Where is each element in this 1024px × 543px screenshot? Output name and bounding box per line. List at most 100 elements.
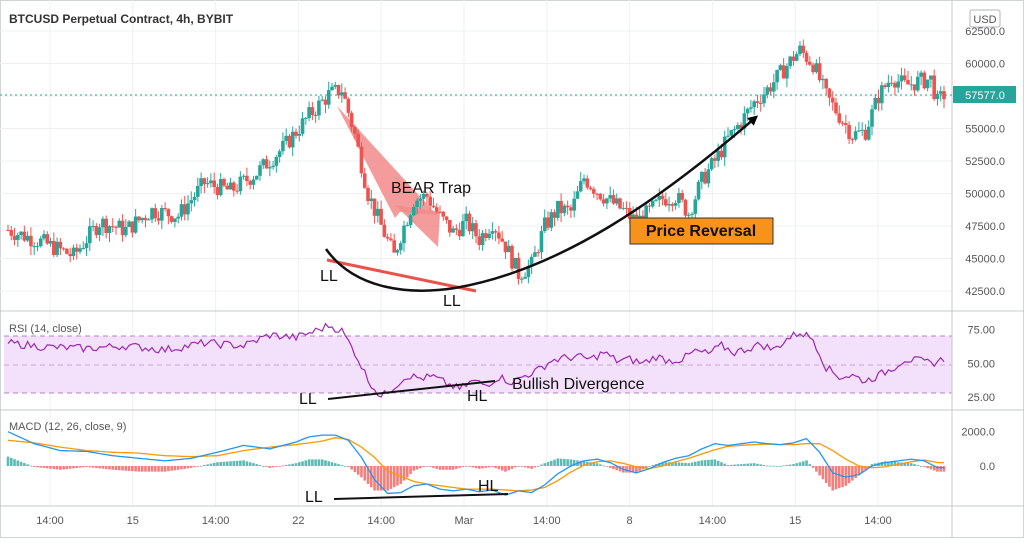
candle-body bbox=[775, 69, 779, 83]
candle-body bbox=[284, 135, 288, 141]
currency-button[interactable] bbox=[969, 9, 1001, 28]
macd-histogram-bar bbox=[752, 463, 756, 466]
rounding-bottom-curve bbox=[324, 248, 456, 292]
macd-histogram-bar bbox=[389, 466, 393, 489]
candle-body bbox=[385, 236, 390, 239]
macd-histogram-bar bbox=[225, 461, 229, 466]
macd-histogram-bar bbox=[16, 460, 20, 466]
candle-body bbox=[500, 238, 504, 242]
macd-histogram-bar bbox=[929, 466, 933, 470]
macd-histogram-bar bbox=[824, 466, 828, 483]
time-tick-label: 14:00 bbox=[864, 515, 892, 527]
candle-body bbox=[186, 203, 190, 215]
candle-body bbox=[150, 208, 154, 220]
candle-body bbox=[660, 195, 665, 200]
candle-body bbox=[179, 204, 184, 217]
candle-body bbox=[333, 85, 338, 87]
candle-body bbox=[703, 171, 707, 184]
macd-histogram-bar bbox=[769, 465, 772, 467]
macd-histogram-bar bbox=[379, 466, 383, 491]
macd-histogram-bar bbox=[648, 466, 651, 467]
macd-histogram-bar bbox=[811, 466, 815, 468]
candle-body bbox=[163, 208, 167, 210]
candle-body bbox=[366, 187, 370, 201]
macd-histogram-bar bbox=[340, 465, 344, 466]
candle-body bbox=[791, 56, 796, 61]
macd-histogram-bar bbox=[327, 461, 331, 466]
macd-histogram-bar bbox=[736, 464, 740, 466]
candle-body bbox=[520, 278, 524, 280]
candle-body bbox=[811, 64, 815, 73]
macd-histogram-bar bbox=[569, 459, 573, 466]
macd-histogram-bar bbox=[579, 460, 583, 466]
macd-histogram-bar bbox=[29, 465, 33, 467]
macd-histogram-bar bbox=[275, 466, 278, 467]
candle-body bbox=[438, 211, 442, 213]
candle-body bbox=[25, 235, 30, 241]
candle-body bbox=[925, 79, 930, 89]
macd-histogram-bar bbox=[428, 466, 432, 467]
candle-body bbox=[821, 78, 825, 81]
macd-histogram-bar bbox=[415, 466, 419, 470]
macd-histogram-bar bbox=[687, 463, 691, 466]
candle-body bbox=[929, 75, 933, 80]
macd-histogram-bar bbox=[124, 466, 128, 471]
macd-histogram-bar bbox=[857, 466, 861, 476]
candle-body bbox=[853, 131, 858, 140]
candle-body bbox=[624, 207, 629, 209]
macd-histogram-bar bbox=[638, 466, 641, 471]
macd-histogram-bar bbox=[258, 465, 262, 466]
macd-histogram-bar bbox=[546, 461, 550, 466]
candle-body bbox=[808, 61, 812, 65]
macd-histogram-bar bbox=[870, 464, 874, 466]
macd-histogram-bar bbox=[144, 466, 147, 472]
macd-histogram-bar bbox=[615, 466, 619, 471]
macd-histogram-bar bbox=[707, 459, 710, 466]
candle-body bbox=[785, 65, 789, 79]
candle-body bbox=[670, 204, 675, 206]
macd-histogram-bar bbox=[353, 466, 357, 473]
candle-body bbox=[402, 225, 406, 244]
candle-body bbox=[565, 205, 570, 208]
macd-histogram-bar bbox=[720, 462, 723, 466]
candlesticks bbox=[0, 39, 952, 285]
macd-histogram-bar bbox=[441, 466, 445, 470]
candle-body bbox=[916, 76, 920, 91]
macd-histogram-bar bbox=[356, 466, 360, 475]
macd-histogram-bar bbox=[235, 460, 239, 466]
macd-histogram-bar bbox=[183, 466, 187, 469]
macd-histogram-bar bbox=[792, 464, 795, 466]
macd-histogram-bar bbox=[376, 466, 380, 491]
macd-histogram-bar bbox=[801, 461, 805, 466]
reversal-arrow bbox=[454, 115, 759, 290]
candle-body bbox=[461, 221, 465, 237]
macd-histogram-bar bbox=[347, 466, 350, 467]
candle-body bbox=[647, 205, 652, 207]
candle-body bbox=[415, 200, 419, 208]
candle-body bbox=[189, 200, 194, 204]
candle-body bbox=[876, 97, 881, 104]
candle-body bbox=[614, 198, 619, 204]
macd-histogram-bar bbox=[703, 460, 707, 466]
macd-histogram-bar bbox=[268, 466, 272, 468]
macd-panel-label: MACD (12, 26, close, 9) bbox=[9, 421, 126, 433]
candle-body bbox=[523, 276, 527, 279]
macd-divergence-line bbox=[333, 493, 509, 500]
macd-histogram-bar bbox=[837, 466, 841, 489]
candle-body bbox=[470, 223, 475, 232]
candle-body bbox=[942, 91, 946, 100]
macd-histogram-bar bbox=[782, 465, 785, 467]
price-tick-label: 52500.0 bbox=[965, 156, 1005, 168]
candle-body bbox=[22, 231, 27, 241]
macd-histogram-bar bbox=[360, 466, 363, 478]
macd-histogram-bar bbox=[468, 466, 471, 467]
candle-body bbox=[860, 129, 864, 131]
macd-histogram-bar bbox=[95, 466, 98, 469]
macd-tick-label: 0.0 bbox=[980, 461, 995, 473]
macd-histogram-bar bbox=[520, 466, 524, 467]
candle-body bbox=[16, 235, 20, 240]
macd-histogram-bar bbox=[477, 466, 481, 469]
macd-histogram-bar bbox=[697, 461, 700, 466]
macd-histogram-bar bbox=[311, 459, 314, 466]
